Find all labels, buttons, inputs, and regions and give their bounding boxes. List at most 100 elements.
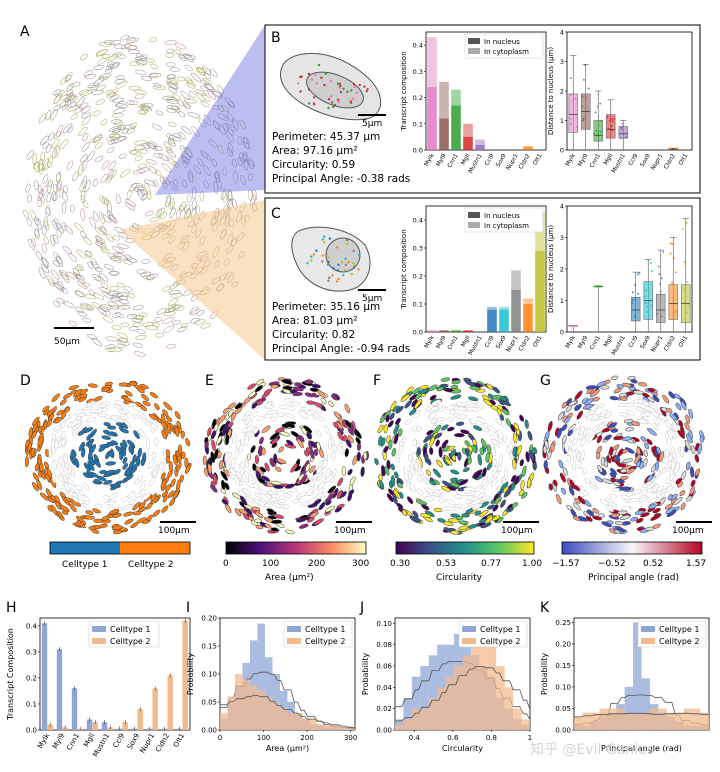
cell-shape (51, 393, 60, 403)
cell-shape (317, 481, 325, 491)
bar-cytoplasm (523, 298, 533, 304)
hist-bin-celltype-1 (641, 678, 650, 730)
cell-shape (388, 439, 393, 450)
bar-cytoplasm (511, 270, 521, 290)
transcript-dot (355, 91, 359, 94)
cell-shape (572, 459, 577, 471)
bar-cytoplasm (463, 330, 473, 331)
cell-shape (656, 446, 662, 454)
y-tick-label: 0.25 (555, 619, 571, 627)
cell-shape (90, 258, 98, 266)
cell-shape (85, 402, 93, 408)
cell-shape (200, 100, 210, 108)
transcript-dot (308, 102, 311, 105)
transcript-dot (328, 237, 332, 240)
cell-shape (193, 319, 206, 325)
bar-nucleus (427, 87, 437, 150)
cell-shape (40, 135, 49, 145)
cell-shape (145, 159, 157, 165)
cell-shape (81, 141, 90, 153)
legend-swatch-celltype1 (462, 626, 476, 632)
cell-shape (347, 427, 355, 436)
transcript-dot (328, 276, 331, 279)
transcript-dot (307, 72, 311, 76)
cell-shape (213, 180, 219, 194)
cell-shape (117, 343, 126, 349)
cell-shape (276, 458, 287, 464)
transcript-dot (346, 90, 349, 93)
colorbar-tick-circ-3: 1.00 (522, 559, 542, 569)
cell-shape (224, 97, 235, 107)
cell-shape (612, 487, 620, 492)
hist-bin-celltype-1 (257, 623, 265, 730)
cell-shape (576, 410, 584, 420)
cell-shape (163, 141, 172, 150)
cell-shape (196, 92, 205, 102)
cell-shape (344, 419, 352, 428)
x-tick-label: Cldn2 (518, 153, 532, 171)
cell-shape (103, 480, 113, 485)
cell-shape (124, 390, 133, 397)
panel-letter-c: C (271, 206, 281, 222)
box-point (671, 242, 674, 245)
cell-shape (53, 131, 62, 139)
cell-shape (64, 72, 73, 82)
cell-shape (450, 530, 460, 535)
cell-shape (194, 89, 207, 96)
cell-shape (132, 305, 144, 311)
box-point (574, 98, 577, 100)
bar-cytoplasm (487, 306, 497, 310)
colorbar-title-circ: Circularity (436, 573, 483, 583)
cell-shape (304, 379, 314, 384)
cell-shape (491, 438, 497, 446)
cell-shape (685, 414, 691, 424)
legend-swatch-nucleus (468, 212, 480, 218)
nucleus-outline-b (306, 71, 364, 109)
cell-shape (77, 126, 88, 137)
bar-celltype-2 (92, 722, 98, 730)
cell-shape (104, 68, 113, 74)
cell-shape (263, 388, 273, 395)
cell-shape (135, 53, 144, 59)
cell-shape (675, 461, 680, 470)
cell-shape (247, 157, 255, 168)
transcript-dot (313, 96, 316, 99)
x-tick-label: Mylk (424, 152, 436, 167)
transcript-dot (315, 249, 318, 252)
hist-bin-celltype-2 (220, 713, 228, 730)
cell-shape (87, 82, 100, 89)
box-point (662, 250, 665, 253)
cell-shape (87, 333, 97, 340)
cell-shape (266, 409, 278, 415)
box-point (609, 119, 612, 122)
plot-frame (425, 31, 547, 151)
cell-shape (394, 471, 399, 479)
cell-shape (101, 282, 109, 289)
cell-shape (395, 405, 404, 414)
cell-shape (123, 124, 136, 130)
colorbar-title-area: Area (µm²) (265, 573, 314, 583)
cell-shape (243, 136, 250, 150)
cell-shape (129, 85, 141, 91)
cell-shape (503, 468, 508, 480)
cell-shape (93, 77, 105, 86)
cell-shape (119, 451, 124, 461)
cell-shape (292, 386, 304, 392)
box-point (597, 133, 600, 136)
cell-shape (47, 279, 55, 287)
box-point (598, 285, 601, 288)
x-axis-label: Circularity (442, 744, 483, 753)
cell-shape (151, 322, 160, 327)
box-point (637, 273, 639, 276)
transcript-dot (329, 80, 333, 83)
colorbar-circularity (395, 541, 535, 555)
cell-shape (500, 396, 507, 402)
cell-shape (512, 459, 517, 470)
cell-shape (385, 414, 390, 423)
cell-shape (137, 447, 142, 458)
y-tick-label: 1 (560, 117, 564, 125)
box-point (675, 147, 678, 150)
cell-shape (151, 451, 156, 460)
cell-shape (259, 436, 264, 445)
cell-shape (602, 478, 613, 484)
